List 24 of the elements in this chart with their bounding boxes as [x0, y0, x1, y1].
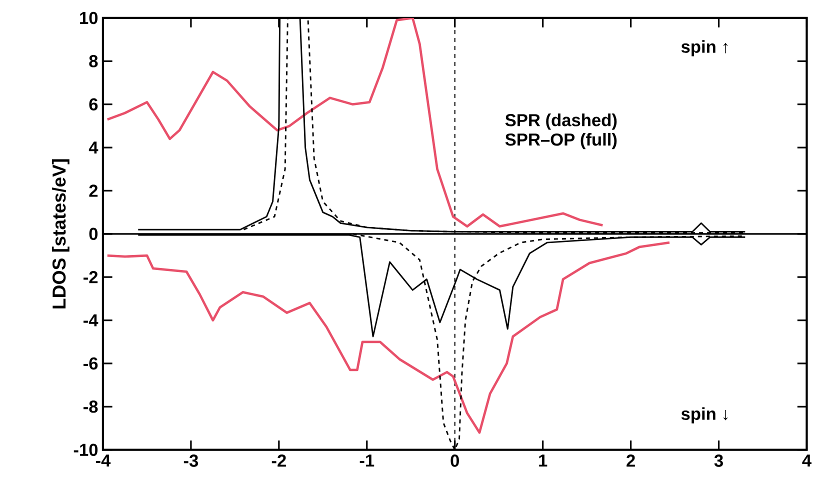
y-tick-label: 4: [88, 142, 98, 154]
annotation: spin ↓: [681, 407, 728, 424]
x-tick-label: 3: [714, 454, 723, 467]
y-axis-title: LDOS [states/eV]: [52, 159, 70, 308]
x-tick-label: -2: [272, 454, 286, 467]
y-tick-label: -10: [74, 444, 98, 456]
annotation: SPR–OP (full): [505, 133, 617, 150]
x-tick-label: 2: [626, 454, 635, 467]
y-tick-label: -2: [84, 271, 98, 284]
y-tick-label: 2: [89, 184, 98, 197]
x-tick-label: -3: [184, 454, 198, 467]
y-tick-label: -4: [84, 314, 98, 326]
x-tick-label: 4: [802, 454, 812, 467]
annotation: SPR (dashed): [505, 114, 617, 130]
y-tick-label: -6: [84, 357, 98, 370]
y-tick-label: 6: [89, 98, 98, 111]
y-tick-label: 8: [89, 55, 98, 68]
y-tick-label: 0: [89, 228, 98, 240]
x-tick-label: -1: [360, 454, 374, 467]
x-tick-label: 1: [539, 454, 548, 467]
y-tick-label: -8: [84, 400, 98, 413]
x-tick-label: 0: [450, 454, 459, 467]
y-tick-label: 10: [80, 12, 98, 24]
annotation: spin ↑: [681, 40, 728, 56]
